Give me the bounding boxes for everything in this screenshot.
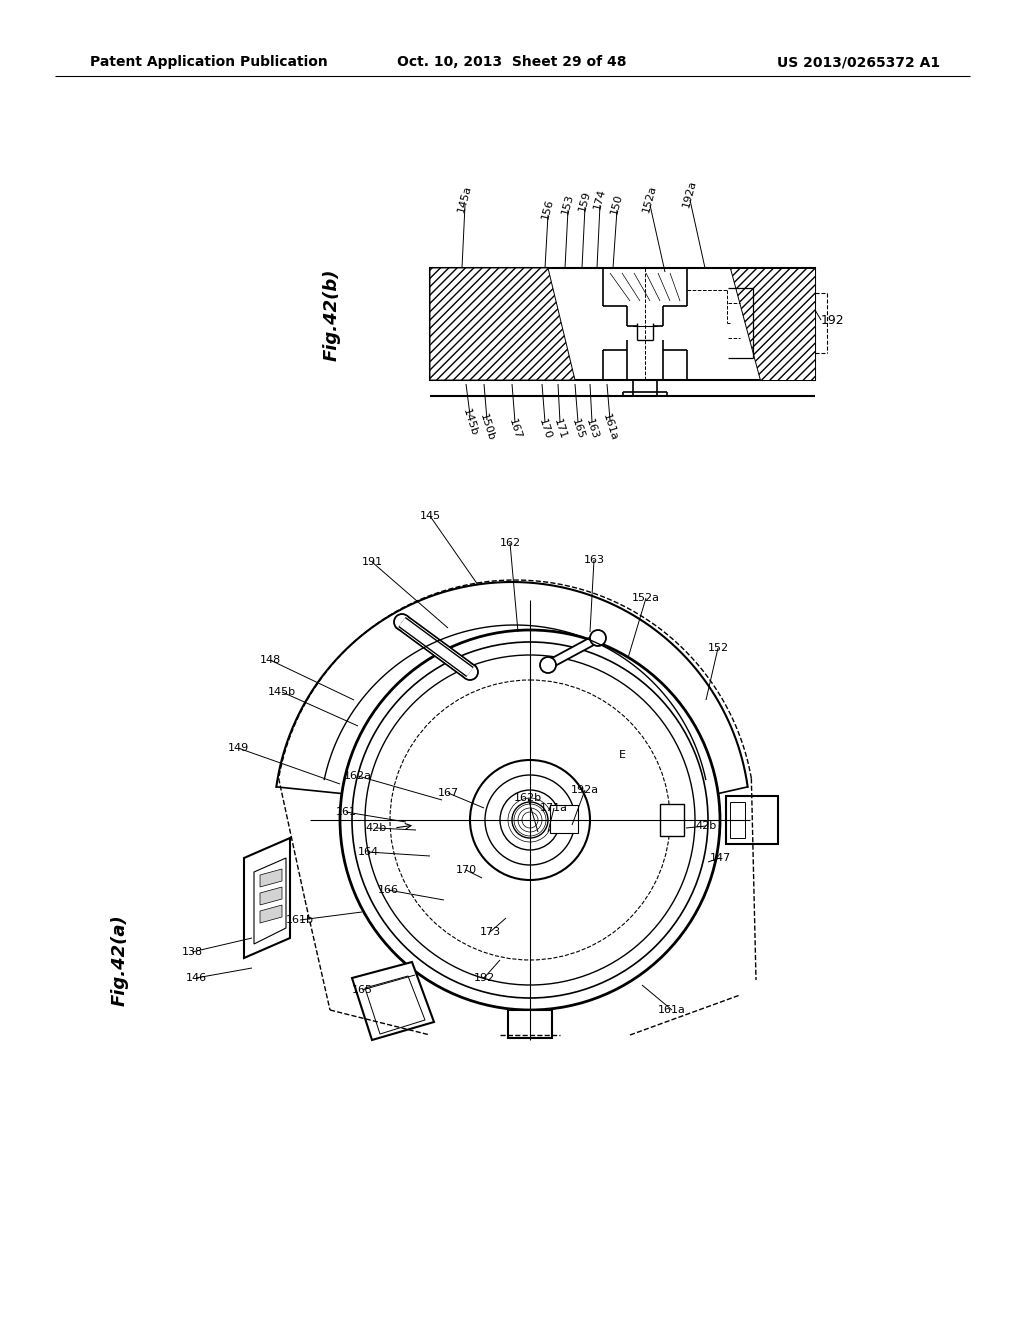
Text: 148: 148 bbox=[259, 655, 281, 665]
Text: 162b: 162b bbox=[514, 793, 542, 803]
Bar bbox=[660, 804, 684, 836]
Polygon shape bbox=[396, 616, 476, 677]
Text: 145a: 145a bbox=[457, 185, 473, 214]
Text: US 2013/0265372 A1: US 2013/0265372 A1 bbox=[777, 55, 940, 69]
Text: Fig.42(a): Fig.42(a) bbox=[111, 915, 129, 1006]
Text: Fig.42(b): Fig.42(b) bbox=[323, 269, 341, 362]
Polygon shape bbox=[244, 838, 290, 958]
Text: 161a: 161a bbox=[658, 1005, 686, 1015]
Text: 165: 165 bbox=[351, 985, 373, 995]
Text: Patent Application Publication: Patent Application Publication bbox=[90, 55, 328, 69]
Text: 170: 170 bbox=[456, 865, 476, 875]
Circle shape bbox=[462, 664, 478, 680]
Text: 150b: 150b bbox=[478, 412, 496, 442]
Text: 161b: 161b bbox=[286, 915, 314, 925]
Bar bbox=[550, 805, 578, 833]
Text: 145: 145 bbox=[420, 511, 440, 521]
Text: 152a: 152a bbox=[642, 185, 658, 214]
Text: 145b: 145b bbox=[461, 407, 479, 437]
Text: 146: 146 bbox=[185, 973, 207, 983]
Text: 192a: 192a bbox=[571, 785, 599, 795]
Text: 163: 163 bbox=[584, 554, 604, 565]
Circle shape bbox=[394, 614, 410, 630]
Text: E: E bbox=[618, 750, 626, 760]
Text: 163: 163 bbox=[584, 417, 600, 441]
Text: 153: 153 bbox=[560, 193, 575, 215]
Bar bbox=[726, 796, 778, 843]
Text: 42b: 42b bbox=[695, 821, 717, 832]
Polygon shape bbox=[730, 268, 815, 380]
Text: 170: 170 bbox=[537, 417, 553, 441]
Text: 161a: 161a bbox=[601, 412, 620, 442]
Text: 171a: 171a bbox=[540, 803, 568, 813]
Text: 138: 138 bbox=[181, 946, 203, 957]
Text: 192a: 192a bbox=[682, 180, 698, 209]
Text: 192: 192 bbox=[820, 314, 844, 326]
Text: 165: 165 bbox=[570, 417, 586, 441]
Polygon shape bbox=[352, 962, 434, 1040]
Text: 192: 192 bbox=[473, 973, 495, 983]
Bar bbox=[730, 803, 745, 838]
Polygon shape bbox=[260, 887, 282, 906]
Text: 164: 164 bbox=[357, 847, 379, 857]
Text: 159: 159 bbox=[578, 190, 593, 213]
Text: 145b: 145b bbox=[268, 686, 296, 697]
Polygon shape bbox=[260, 869, 282, 887]
Text: 161: 161 bbox=[336, 807, 356, 817]
Text: 150: 150 bbox=[609, 193, 625, 215]
Text: 42b: 42b bbox=[366, 822, 387, 833]
Text: 152a: 152a bbox=[632, 593, 660, 603]
Text: 191: 191 bbox=[361, 557, 383, 568]
Text: 167: 167 bbox=[437, 788, 459, 799]
Text: 166: 166 bbox=[378, 884, 398, 895]
Circle shape bbox=[590, 630, 606, 645]
Text: Oct. 10, 2013  Sheet 29 of 48: Oct. 10, 2013 Sheet 29 of 48 bbox=[397, 55, 627, 69]
Text: 147: 147 bbox=[710, 853, 731, 863]
Text: 156: 156 bbox=[541, 198, 556, 220]
Circle shape bbox=[540, 657, 556, 673]
Text: 167: 167 bbox=[507, 417, 523, 441]
Polygon shape bbox=[430, 268, 575, 380]
Polygon shape bbox=[260, 906, 282, 923]
Text: 173: 173 bbox=[479, 927, 501, 937]
Text: 171: 171 bbox=[552, 417, 568, 441]
Text: 174: 174 bbox=[593, 187, 607, 211]
Bar bbox=[508, 1010, 552, 1038]
Text: 162: 162 bbox=[500, 539, 520, 548]
Text: 152: 152 bbox=[708, 643, 728, 653]
Polygon shape bbox=[544, 631, 602, 672]
Text: 162a: 162a bbox=[344, 771, 372, 781]
Text: 149: 149 bbox=[227, 743, 249, 752]
